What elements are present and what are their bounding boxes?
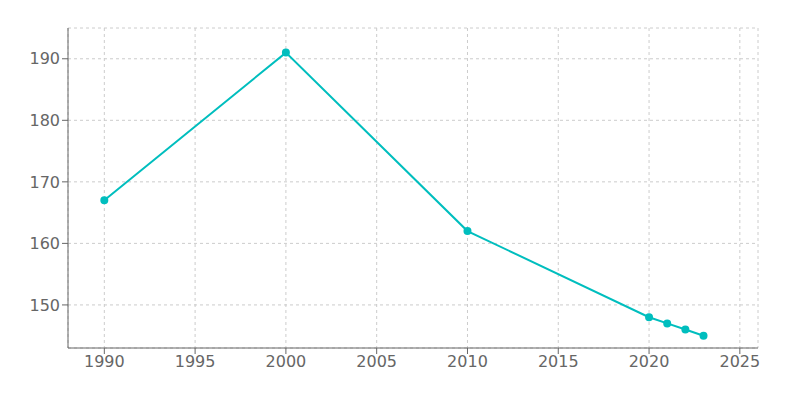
svg-text:170: 170 (29, 173, 60, 192)
svg-text:180: 180 (29, 111, 60, 130)
svg-text:1995: 1995 (175, 352, 216, 371)
svg-text:2010: 2010 (447, 352, 488, 371)
svg-text:190: 190 (29, 49, 60, 68)
svg-text:2020: 2020 (629, 352, 670, 371)
svg-text:160: 160 (29, 234, 60, 253)
svg-text:2000: 2000 (266, 352, 307, 371)
svg-text:2025: 2025 (719, 352, 760, 371)
svg-text:150: 150 (29, 296, 60, 315)
svg-text:2015: 2015 (538, 352, 579, 371)
svg-text:1990: 1990 (84, 352, 125, 371)
svg-text:2005: 2005 (356, 352, 397, 371)
